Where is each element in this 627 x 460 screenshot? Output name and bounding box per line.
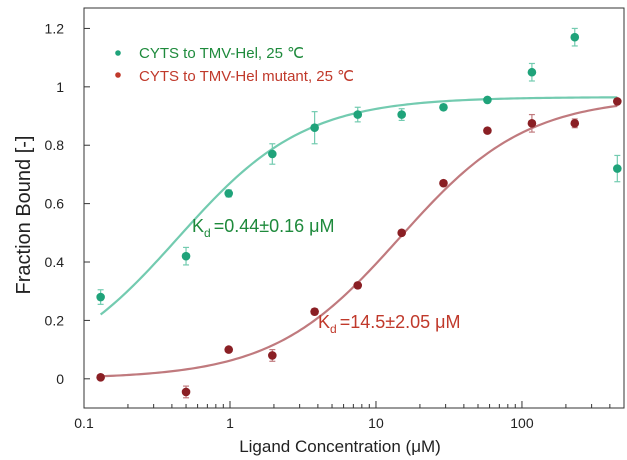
data-point-series-2 (483, 126, 492, 135)
x-tick-label: 10 (368, 415, 384, 431)
data-point-series-2 (397, 228, 406, 238)
legend-marker-series-1 (115, 50, 121, 56)
fit-curve-series-2 (100, 104, 618, 378)
kd-symbol: K (318, 312, 330, 332)
y-tick-label: 0.8 (45, 137, 65, 153)
legend-marker-series-2 (115, 72, 121, 78)
y-axis-title: Fraction Bound [-] (13, 136, 35, 295)
x-tick-label: 1 (226, 415, 234, 431)
data-point-series-1 (181, 251, 191, 261)
kd-symbol: K (192, 216, 204, 236)
data-point-series-2 (527, 119, 537, 128)
data-point-series-2 (353, 281, 363, 290)
kd-annotation-series-1: Kd =0.44±0.16 μM (192, 216, 335, 240)
data-point-series-2 (439, 178, 448, 188)
y-tick-label: 1.2 (45, 20, 65, 36)
data-point-series-2 (224, 345, 234, 354)
legend: CYTS to TMV-Hel, 25 ℃ CYTS to TMV-Hel mu… (115, 45, 354, 85)
y-tick-label: 0.6 (45, 196, 65, 212)
data-point-series-2 (96, 373, 105, 382)
x-axis-title: Ligand Concentration (μM) (239, 437, 441, 456)
kd-subscript: d (330, 322, 337, 336)
y-tick-label: 0.2 (45, 312, 65, 328)
kd-annotation-series-2: Kd =14.5±2.05 μM (318, 312, 461, 336)
x-tick-label: 100 (510, 415, 534, 431)
data-point-series-2 (613, 97, 622, 106)
data-point-series-1 (310, 123, 319, 133)
data-point-series-1 (268, 149, 277, 159)
data-point-series-2 (570, 119, 580, 128)
fit-curves (99, 96, 618, 378)
data-point-series-2 (268, 351, 277, 360)
kd-subscript: d (204, 226, 211, 240)
data-point-series-1 (96, 292, 105, 302)
data-point-series-1 (397, 110, 406, 119)
kd-value: =14.5±2.05 μM (340, 312, 461, 332)
x-tick-label: 0.1 (74, 415, 94, 431)
y-tick-label: 0.4 (45, 254, 65, 270)
data-point-series-2 (310, 307, 319, 316)
axes: 0.1 1 10 100 0 0.2 0.4 0.6 0.8 1 1.2 (45, 7, 625, 431)
y-tick-label: 1 (56, 79, 64, 95)
kd-value: =0.44±0.16 μM (214, 216, 335, 236)
data-point-series-2 (181, 387, 191, 397)
data-point-series-1 (353, 110, 363, 119)
data-point-series-1 (570, 32, 580, 42)
y-tick-label: 0 (56, 371, 64, 387)
legend-label-series-2: CYTS to TMV-Hel mutant, 25 ℃ (139, 68, 354, 85)
data-point-series-1 (483, 95, 492, 105)
data-point-series-1 (439, 102, 448, 112)
data-point-series-1 (613, 164, 622, 173)
data-point-series-1 (224, 189, 234, 198)
data-points (96, 27, 622, 399)
legend-label-series-1: CYTS to TMV-Hel, 25 ℃ (139, 45, 304, 62)
data-point-series-1 (527, 67, 537, 77)
plot-frame (83, 7, 625, 409)
